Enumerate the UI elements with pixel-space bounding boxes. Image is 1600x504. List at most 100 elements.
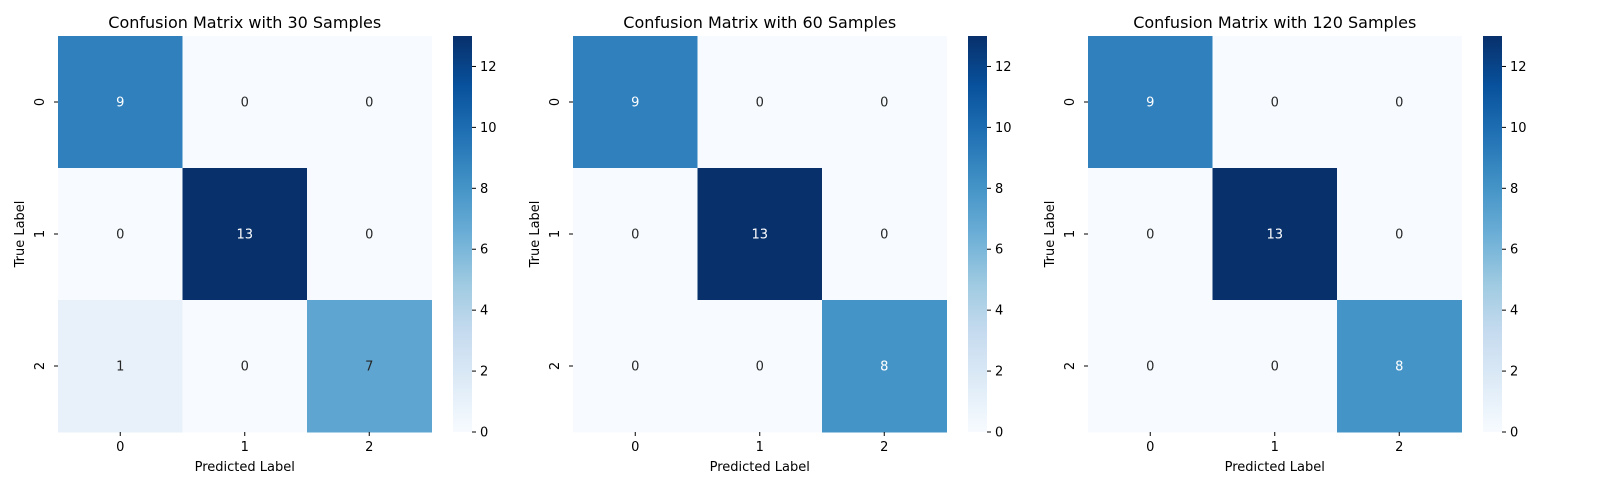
- cell-value-label: 9: [1146, 96, 1154, 111]
- cell-value-label: 0: [1271, 96, 1279, 111]
- cell-value-label: 0: [1395, 96, 1403, 111]
- chart-title: Confusion Matrix with 120 Samples: [1133, 13, 1416, 32]
- colorbar-tick-label: 6: [995, 243, 1003, 258]
- colorbar-tick-label: 8: [480, 182, 488, 197]
- heatmap-cell: [58, 36, 183, 169]
- heatmap-cell: [697, 300, 823, 433]
- x-tick-label: 0: [1146, 440, 1154, 455]
- heatmap-cell: [307, 300, 432, 433]
- heatmap-cell: [1212, 168, 1338, 301]
- colorbar-tick-label: 10: [480, 121, 497, 136]
- heatmap-cell: [182, 168, 308, 301]
- colorbar-tick-label: 0: [1510, 426, 1518, 441]
- heatmap-cell: [182, 36, 308, 169]
- y-tick-label: 0: [548, 98, 563, 106]
- heatmap-cell: [307, 36, 432, 169]
- heatmap-cell: [1088, 36, 1213, 169]
- cell-value-label: 0: [756, 96, 764, 111]
- cell-value-label: 0: [1146, 228, 1154, 243]
- cell-value-label: 0: [631, 228, 639, 243]
- cell-value-label: 0: [756, 360, 764, 375]
- x-tick-label: 2: [365, 440, 373, 455]
- heatmap-cell: [182, 300, 308, 433]
- y-tick-label: 1: [33, 230, 48, 238]
- x-tick-label: 1: [1271, 440, 1279, 455]
- cell-value-label: 0: [365, 96, 373, 111]
- heatmap-cell: [822, 300, 947, 433]
- heatmap-cell: [1337, 168, 1462, 301]
- heatmap-panel-1: Confusion Matrix with 30 Samples 9 0 0 0 13 0 1…: [13, 13, 497, 475]
- cell-value-label: 0: [1395, 228, 1403, 243]
- heatmap-cell: [573, 168, 698, 301]
- heatmap-panel-2: Confusion Matrix with 60 Samples 9 0 0 0 13 0 0…: [528, 13, 1012, 475]
- cell-value-label: 0: [631, 360, 639, 375]
- chart-title: Confusion Matrix with 30 Samples: [108, 13, 381, 32]
- x-axis-label: Predicted Label: [195, 460, 295, 475]
- x-tick-label: 1: [241, 440, 249, 455]
- colorbar-tick-label: 2: [480, 365, 488, 380]
- colorbar-tick-label: 4: [1510, 304, 1518, 319]
- heatmap-cell: [307, 168, 432, 301]
- colorbar-tick-label: 2: [995, 365, 1003, 380]
- y-tick-label: 1: [1063, 230, 1078, 238]
- heatmap-cell: [58, 300, 183, 433]
- colorbar: [1483, 36, 1502, 432]
- y-tick-label: 2: [548, 362, 563, 370]
- y-tick-label: 0: [1063, 98, 1078, 106]
- cell-value-label: 13: [751, 228, 768, 243]
- cell-value-label: 9: [116, 96, 124, 111]
- y-tick-label: 2: [1063, 362, 1078, 370]
- colorbar: [453, 36, 472, 432]
- cell-value-label: 13: [236, 228, 253, 243]
- colorbar-tick-label: 2: [1510, 365, 1518, 380]
- cell-value-label: 8: [1395, 360, 1403, 375]
- y-tick-label: 1: [548, 230, 563, 238]
- colorbar-tick-label: 12: [1510, 60, 1527, 75]
- colorbar-tick-label: 10: [995, 121, 1012, 136]
- cell-value-label: 0: [116, 228, 124, 243]
- y-axis-label: True Label: [13, 201, 28, 269]
- heatmap-cell: [1337, 300, 1462, 433]
- colorbar-tick-label: 6: [1510, 243, 1518, 258]
- colorbar-tick-label: 12: [480, 60, 497, 75]
- heatmap-cell: [58, 168, 183, 301]
- colorbar-tick-label: 6: [480, 243, 488, 258]
- colorbar-tick-label: 4: [480, 304, 488, 319]
- cell-value-label: 1: [116, 360, 124, 375]
- cell-value-label: 9: [631, 96, 639, 111]
- colorbar-tick-label: 10: [1510, 121, 1527, 136]
- cell-value-label: 0: [241, 360, 249, 375]
- x-tick-label: 0: [631, 440, 639, 455]
- cell-value-label: 0: [1271, 360, 1279, 375]
- x-axis-label: Predicted Label: [1225, 460, 1325, 475]
- heatmap-cell: [1337, 36, 1462, 169]
- heatmap-cell: [573, 36, 698, 169]
- cell-value-label: 0: [880, 228, 888, 243]
- y-axis-label: True Label: [1043, 201, 1058, 269]
- cell-value-label: 0: [1146, 360, 1154, 375]
- x-tick-label: 0: [116, 440, 124, 455]
- cell-value-label: 13: [1266, 228, 1283, 243]
- y-tick-label: 0: [33, 98, 48, 106]
- x-tick-label: 2: [1395, 440, 1403, 455]
- colorbar-tick-label: 8: [995, 182, 1003, 197]
- colorbar-tick-label: 4: [995, 304, 1003, 319]
- cell-value-label: 7: [365, 360, 373, 375]
- colorbar-tick-label: 0: [480, 426, 488, 441]
- x-axis-label: Predicted Label: [710, 460, 810, 475]
- heatmap-cell: [1088, 168, 1213, 301]
- heatmap-panel-3: Confusion Matrix with 120 Samples 9 0 0 0 13 0…: [1043, 13, 1527, 475]
- cell-value-label: 0: [880, 96, 888, 111]
- cell-value-label: 0: [241, 96, 249, 111]
- y-axis-label: True Label: [528, 201, 543, 269]
- x-tick-label: 2: [880, 440, 888, 455]
- heatmap-cell: [1212, 300, 1338, 433]
- colorbar-tick-label: 12: [995, 60, 1012, 75]
- heatmap-cell: [822, 168, 947, 301]
- heatmap-cell: [697, 36, 823, 169]
- heatmap-cell: [822, 36, 947, 169]
- colorbar: [968, 36, 987, 432]
- heatmap-cell: [1212, 36, 1338, 169]
